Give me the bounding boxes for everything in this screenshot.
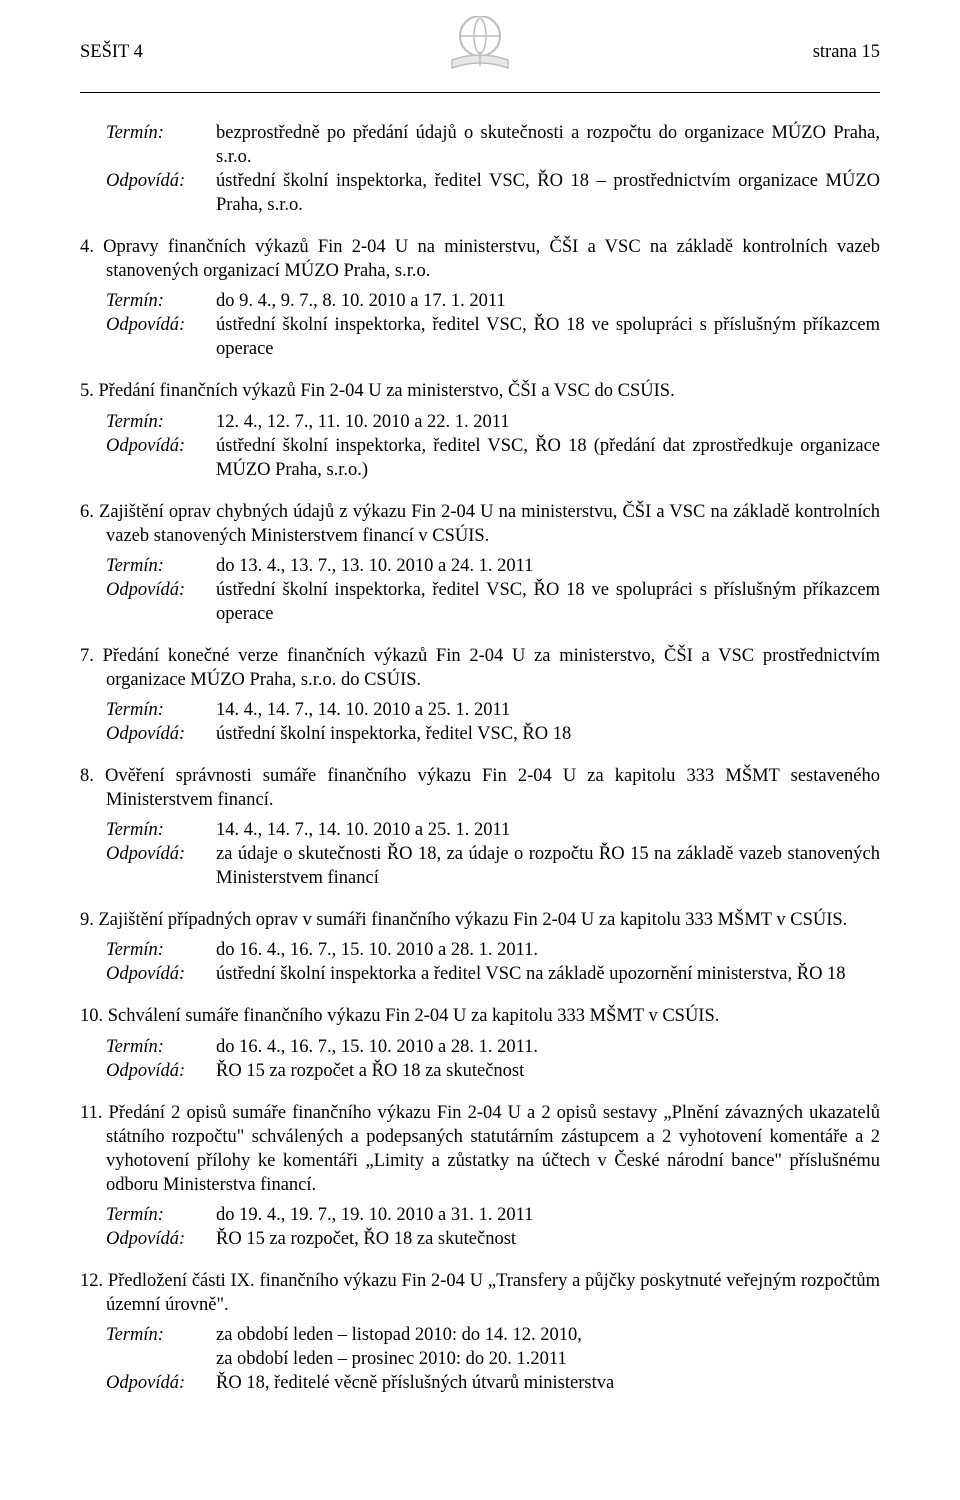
item-number: 11. [80, 1103, 109, 1123]
item-text: Opravy finančních výkazů Fin 2-04 U na m… [103, 237, 880, 281]
odpovida-label: Odpovídá: [106, 434, 216, 482]
item-number: 12. [80, 1271, 108, 1291]
item-text: Zajištění oprav chybných údajů z výkazu … [99, 502, 880, 546]
termin-label: Termín: [106, 289, 216, 313]
termin-block: Termín:do 9. 4., 9. 7., 8. 10. 2010 a 17… [80, 289, 880, 361]
termin-label: Termín: [106, 554, 216, 578]
termin-value: 12. 4., 12. 7., 11. 10. 2010 a 22. 1. 20… [216, 410, 880, 434]
termin-label: Termín: [106, 1323, 216, 1371]
odpovida-value: ŘO 15 za rozpočet a ŘO 18 za skutečnost [216, 1059, 880, 1083]
odpovida-value: ústřední školní inspektorka, ředitel VSC… [216, 169, 880, 217]
item-5: 5. Předání finančních výkazů Fin 2-04 U … [80, 379, 880, 481]
item-10: 10. Schválení sumáře finančního výkazu F… [80, 1004, 880, 1082]
termin-block: Termín:14. 4., 14. 7., 14. 10. 2010 a 25… [80, 818, 880, 890]
item-heading: 8. Ověření správnosti sumáře finančního … [80, 764, 880, 812]
item-text: Schválení sumáře finančního výkazu Fin 2… [108, 1006, 720, 1026]
termin-value: 14. 4., 14. 7., 14. 10. 2010 a 25. 1. 20… [216, 818, 880, 842]
termin-value: do 16. 4., 16. 7., 15. 10. 2010 a 28. 1.… [216, 1035, 880, 1059]
item-text: Ověření správnosti sumáře finančního výk… [105, 766, 880, 810]
termin-block: Termín:do 16. 4., 16. 7., 15. 10. 2010 a… [80, 1035, 880, 1083]
termin-value: do 9. 4., 9. 7., 8. 10. 2010 a 17. 1. 20… [216, 289, 880, 313]
odpovida-label: Odpovídá: [106, 169, 216, 217]
item-number: 5. [80, 381, 99, 401]
odpovida-value: za údaje o skutečnosti ŘO 18, za údaje o… [216, 842, 880, 890]
header-divider [80, 92, 880, 93]
item-text: Předání finančních výkazů Fin 2-04 U za … [99, 381, 675, 401]
odpovida-value: ŘO 15 za rozpočet, ŘO 18 za skutečnost [216, 1227, 880, 1251]
odpovida-label: Odpovídá: [106, 1059, 216, 1083]
item-number: 4. [80, 237, 103, 257]
odpovida-value: ústřední školní inspektorka, ředitel VSC… [216, 578, 880, 626]
termin-label: Termín: [106, 121, 216, 169]
odpovida-value: ústřední školní inspektorka, ředitel VSC… [216, 313, 880, 361]
odpovida-value: ŘO 18, ředitelé věcně příslušných útvarů… [216, 1371, 880, 1395]
termin-label: Termín: [106, 1035, 216, 1059]
item-number: 10. [80, 1006, 108, 1026]
item-number: 8. [80, 766, 105, 786]
item-heading: 6. Zajištění oprav chybných údajů z výka… [80, 500, 880, 548]
termin-block: Termín:do 16. 4., 16. 7., 15. 10. 2010 a… [80, 938, 880, 986]
odpovida-label: Odpovídá: [106, 313, 216, 361]
item-text: Předání konečné verze finančních výkazů … [103, 646, 880, 690]
item-text: Předání 2 opisů sumáře finančního výkazu… [106, 1103, 880, 1195]
odpovida-label: Odpovídá: [106, 722, 216, 746]
odpovida-value: ústřední školní inspektorka, ředitel VSC… [216, 434, 880, 482]
odpovida-label: Odpovídá: [106, 842, 216, 890]
termin-block: Termín:14. 4., 14. 7., 14. 10. 2010 a 25… [80, 698, 880, 746]
termin-value: 14. 4., 14. 7., 14. 10. 2010 a 25. 1. 20… [216, 698, 880, 722]
item-heading: 4. Opravy finančních výkazů Fin 2-04 U n… [80, 235, 880, 283]
item-12: 12. Předložení části IX. finančního výka… [80, 1269, 880, 1395]
termin-label: Termín: [106, 698, 216, 722]
termin-label: Termín: [106, 1203, 216, 1227]
item-number: 6. [80, 502, 99, 522]
termin-value: do 16. 4., 16. 7., 15. 10. 2010 a 28. 1.… [216, 938, 880, 962]
termin-block: Termín:12. 4., 12. 7., 11. 10. 2010 a 22… [80, 410, 880, 482]
termin-value: za období leden – listopad 2010: do 14. … [216, 1323, 880, 1371]
lead-block: Termín: bezprostředně po předání údajů o… [80, 121, 880, 217]
item-6: 6. Zajištění oprav chybných údajů z výka… [80, 500, 880, 626]
termin-block: Termín:do 19. 4., 19. 7., 19. 10. 2010 a… [80, 1203, 880, 1251]
termin-label: Termín: [106, 818, 216, 842]
document-page: SEŠIT 4 strana 15 Termín: bezprostředně … [0, 0, 960, 1473]
odpovida-label: Odpovídá: [106, 578, 216, 626]
odpovida-value: ústřední školní inspektorka, ředitel VSC… [216, 722, 880, 746]
termin-label: Termín: [106, 938, 216, 962]
item-number: 9. [80, 910, 99, 930]
termin-value: do 19. 4., 19. 7., 19. 10. 2010 a 31. 1.… [216, 1203, 880, 1227]
item-heading: 12. Předložení části IX. finančního výka… [80, 1269, 880, 1317]
termin-block: Termín:do 13. 4., 13. 7., 13. 10. 2010 a… [80, 554, 880, 626]
item-11: 11. Předání 2 opisů sumáře finančního vý… [80, 1101, 880, 1251]
item-text: Zajištění případných oprav v sumáři fina… [99, 910, 848, 930]
header-right: strana 15 [813, 40, 880, 64]
odpovida-value: ústřední školní inspektorka a ředitel VS… [216, 962, 880, 986]
item-7: 7. Předání konečné verze finančních výka… [80, 644, 880, 746]
odpovida-label: Odpovídá: [106, 962, 216, 986]
item-heading: 5. Předání finančních výkazů Fin 2-04 U … [80, 379, 880, 403]
termin-label: Termín: [106, 410, 216, 434]
page-header: SEŠIT 4 strana 15 [80, 40, 880, 64]
items-container: 4. Opravy finančních výkazů Fin 2-04 U n… [80, 235, 880, 1395]
item-heading: 11. Předání 2 opisů sumáře finančního vý… [80, 1101, 880, 1197]
item-number: 7. [80, 646, 103, 666]
item-heading: 10. Schválení sumáře finančního výkazu F… [80, 1004, 880, 1028]
item-9: 9. Zajištění případných oprav v sumáři f… [80, 908, 880, 986]
item-text: Předložení části IX. finančního výkazu F… [106, 1271, 880, 1315]
odpovida-label: Odpovídá: [106, 1371, 216, 1395]
item-4: 4. Opravy finančních výkazů Fin 2-04 U n… [80, 235, 880, 361]
termin-value: do 13. 4., 13. 7., 13. 10. 2010 a 24. 1.… [216, 554, 880, 578]
item-heading: 9. Zajištění případných oprav v sumáři f… [80, 908, 880, 932]
termin-value: bezprostředně po předání údajů o skutečn… [216, 121, 880, 169]
header-logo-icon [432, 16, 528, 72]
termin-block: Termín:za období leden – listopad 2010: … [80, 1323, 880, 1395]
item-heading: 7. Předání konečné verze finančních výka… [80, 644, 880, 692]
odpovida-label: Odpovídá: [106, 1227, 216, 1251]
header-left: SEŠIT 4 [80, 40, 143, 64]
item-8: 8. Ověření správnosti sumáře finančního … [80, 764, 880, 890]
